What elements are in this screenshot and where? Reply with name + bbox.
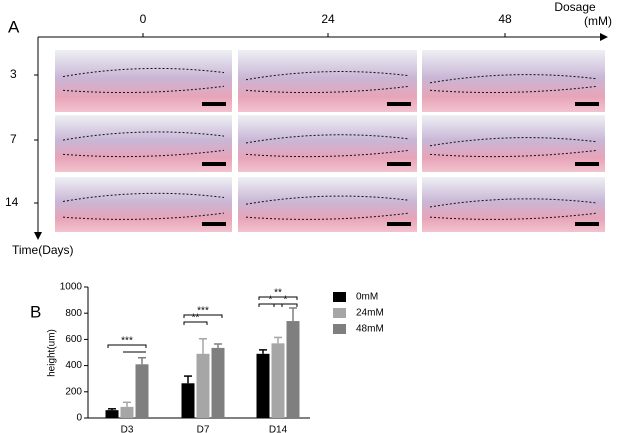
significance-label: *	[269, 295, 273, 306]
scale-bar	[202, 102, 226, 106]
tissue-outline	[62, 131, 225, 141]
tissue-outline	[62, 212, 225, 220]
tissue-outline	[245, 149, 410, 158]
tissue-outline	[429, 198, 598, 208]
histology-grid	[55, 50, 605, 232]
legend-label: 0mM	[356, 292, 378, 303]
column-unit: (mM)	[584, 14, 612, 28]
significance-bracket	[273, 303, 298, 307]
arrow	[600, 33, 608, 41]
tissue-outline	[62, 192, 225, 202]
tissue-outline	[245, 85, 410, 94]
tissue-outline	[245, 134, 410, 144]
bar	[181, 383, 195, 418]
y-tick-label: 800	[65, 308, 82, 319]
row-label: 7	[10, 132, 17, 146]
y-tick-label: 400	[65, 360, 82, 371]
bar	[286, 321, 300, 418]
legend-label: 48mM	[356, 324, 384, 335]
scale-bar	[575, 222, 599, 226]
scale-bar	[575, 162, 599, 166]
significance-label: ***	[197, 306, 209, 317]
bar	[135, 364, 149, 418]
x-tick-label: D7	[197, 425, 210, 433]
significance-label: **	[274, 288, 282, 299]
histology-image	[238, 50, 417, 112]
bar	[211, 347, 225, 418]
panel-label: B	[30, 302, 41, 321]
scale-bar	[387, 162, 411, 166]
tissue-outline	[62, 149, 225, 158]
bar	[105, 410, 119, 418]
legend-swatch	[333, 324, 346, 334]
bar	[256, 353, 270, 418]
significance-bracket	[107, 344, 147, 348]
tissue-outline	[62, 85, 225, 94]
histology-image	[422, 115, 605, 172]
y-axis-title: height(um)	[47, 329, 58, 377]
tissue-outline	[429, 74, 598, 84]
tissue-outline	[429, 137, 598, 147]
significance-label: *	[284, 295, 288, 306]
significance-bracket	[183, 314, 223, 318]
scale-bar	[387, 102, 411, 106]
row-title: Time(Days)	[12, 243, 74, 257]
tissue-outline	[62, 67, 225, 78]
significance-bracket	[183, 321, 208, 325]
histology-image	[55, 50, 232, 112]
arrow	[34, 232, 42, 240]
tissue-outline	[245, 71, 410, 81]
panel-label: A	[8, 17, 20, 36]
column-label: 24	[321, 12, 335, 26]
legend-label: 24mM	[356, 308, 384, 319]
significance-bracket	[258, 296, 298, 300]
y-tick-label: 1000	[60, 282, 83, 293]
x-tick-label: D14	[269, 425, 288, 433]
bar	[271, 343, 285, 418]
scale-bar	[202, 222, 226, 226]
tissue-outline	[245, 195, 410, 205]
significance-label: **	[192, 313, 200, 324]
column-title: Dosage	[554, 0, 596, 14]
scale-bar	[387, 222, 411, 226]
scale-bar	[575, 102, 599, 106]
row-label: 14	[5, 195, 19, 209]
y-tick-label: 200	[65, 386, 82, 397]
legend-swatch	[333, 308, 346, 318]
bar	[120, 406, 134, 418]
row-label: 3	[10, 67, 17, 81]
tissue-outline	[245, 212, 410, 220]
column-label: 48	[498, 12, 512, 26]
y-tick-label: 0	[76, 413, 82, 424]
scale-bar	[202, 162, 226, 166]
histology-image	[422, 50, 605, 112]
significance-bracket	[258, 303, 283, 307]
significance-label: ***	[121, 336, 133, 347]
bar	[196, 353, 210, 418]
histology-image	[422, 177, 605, 232]
x-tick-label: D3	[121, 425, 134, 433]
legend-swatch	[333, 292, 346, 302]
y-tick-label: 600	[65, 334, 82, 345]
column-label: 0	[140, 12, 147, 26]
